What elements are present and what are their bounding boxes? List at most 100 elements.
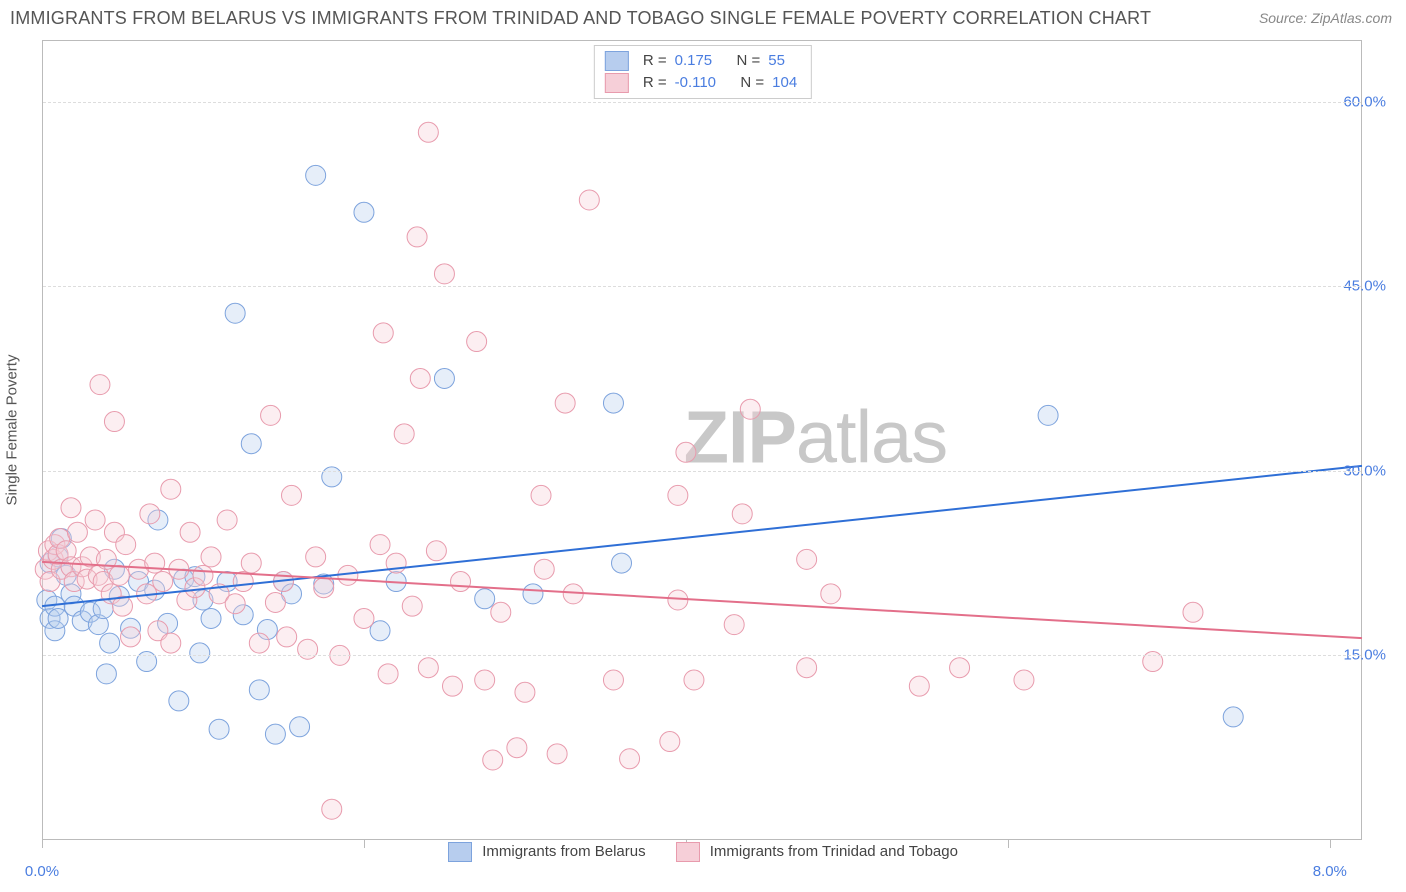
data-point — [48, 608, 68, 628]
legend-stats-row-2: R = -0.110 N = 104 — [605, 72, 797, 94]
legend-item-2: Immigrants from Trinidad and Tobago — [676, 842, 958, 862]
gridline — [43, 102, 1361, 103]
data-point — [290, 717, 310, 737]
gridline — [43, 655, 1361, 656]
data-point — [190, 643, 210, 663]
data-point — [434, 264, 454, 284]
data-point — [1038, 405, 1058, 425]
data-point — [314, 578, 334, 598]
data-point — [1183, 602, 1203, 622]
x-tick-label: 8.0% — [1313, 863, 1347, 880]
data-point — [90, 375, 110, 395]
data-point — [140, 504, 160, 524]
data-point — [603, 670, 623, 690]
data-point — [277, 627, 297, 647]
data-point — [180, 522, 200, 542]
data-point — [475, 670, 495, 690]
data-point — [740, 399, 760, 419]
data-point — [603, 393, 623, 413]
plot-svg — [42, 40, 1362, 840]
data-point — [555, 393, 575, 413]
legend-n-value-1: 55 — [768, 50, 785, 72]
data-point — [265, 724, 285, 744]
data-point — [100, 633, 120, 653]
data-point — [1014, 670, 1034, 690]
data-point — [676, 442, 696, 462]
data-point — [145, 553, 165, 573]
data-point — [241, 434, 261, 454]
data-point — [732, 504, 752, 524]
data-point — [515, 682, 535, 702]
data-point — [797, 549, 817, 569]
data-point — [797, 658, 817, 678]
data-point — [209, 719, 229, 739]
data-point — [523, 584, 543, 604]
data-point — [821, 584, 841, 604]
chart-title: IMMIGRANTS FROM BELARUS VS IMMIGRANTS FR… — [10, 8, 1151, 29]
legend-r-value-2: -0.110 — [675, 72, 716, 94]
data-point — [161, 479, 181, 499]
data-point — [407, 227, 427, 247]
data-point — [579, 190, 599, 210]
data-point — [306, 547, 326, 567]
data-point — [109, 565, 129, 585]
data-point — [426, 541, 446, 561]
data-point — [612, 553, 632, 573]
y-axis-label: Single Female Poverty — [4, 355, 21, 506]
data-point — [85, 510, 105, 530]
data-point — [96, 664, 116, 684]
gridline — [43, 471, 1361, 472]
legend-label-1: Immigrants from Belarus — [482, 843, 645, 860]
data-point — [660, 732, 680, 752]
legend-swatch-series-2 — [605, 73, 629, 93]
data-point — [225, 594, 245, 614]
data-point — [418, 658, 438, 678]
data-point — [410, 368, 430, 388]
data-point — [442, 676, 462, 696]
data-point — [483, 750, 503, 770]
data-point — [684, 670, 704, 690]
legend-r-label: R = — [643, 50, 667, 72]
data-point — [225, 303, 245, 323]
legend-swatch-2 — [676, 842, 700, 862]
data-point — [534, 559, 554, 579]
data-point — [116, 535, 136, 555]
data-point — [1223, 707, 1243, 727]
data-point — [950, 658, 970, 678]
data-point — [418, 122, 438, 142]
data-point — [67, 522, 87, 542]
data-point — [909, 676, 929, 696]
data-point — [507, 738, 527, 758]
data-point — [121, 627, 141, 647]
data-point — [434, 368, 454, 388]
data-point — [354, 608, 374, 628]
data-point — [193, 565, 213, 585]
data-point — [201, 608, 221, 628]
legend-stats-row-1: R = 0.175 N = 55 — [605, 50, 797, 72]
data-point — [370, 621, 390, 641]
data-point — [282, 485, 302, 505]
legend-stats: R = 0.175 N = 55 R = -0.110 N = 104 — [594, 45, 812, 99]
data-point — [61, 498, 81, 518]
legend-n-label: N = — [736, 50, 760, 72]
data-point — [531, 485, 551, 505]
data-point — [668, 485, 688, 505]
data-point — [547, 744, 567, 764]
data-point — [161, 633, 181, 653]
data-point — [241, 553, 261, 573]
data-point — [261, 405, 281, 425]
gridline — [43, 286, 1361, 287]
data-point — [306, 165, 326, 185]
data-point — [354, 202, 374, 222]
legend-n-label: N = — [740, 72, 764, 94]
data-point — [153, 572, 173, 592]
legend-r-label: R = — [643, 72, 667, 94]
chart-container: IMMIGRANTS FROM BELARUS VS IMMIGRANTS FR… — [0, 0, 1406, 892]
data-point — [370, 535, 390, 555]
legend-swatch-series-1 — [605, 51, 629, 71]
data-point — [322, 799, 342, 819]
data-point — [467, 332, 487, 352]
data-point — [475, 589, 495, 609]
source-attribution: Source: ZipAtlas.com — [1259, 10, 1392, 26]
data-point — [402, 596, 422, 616]
